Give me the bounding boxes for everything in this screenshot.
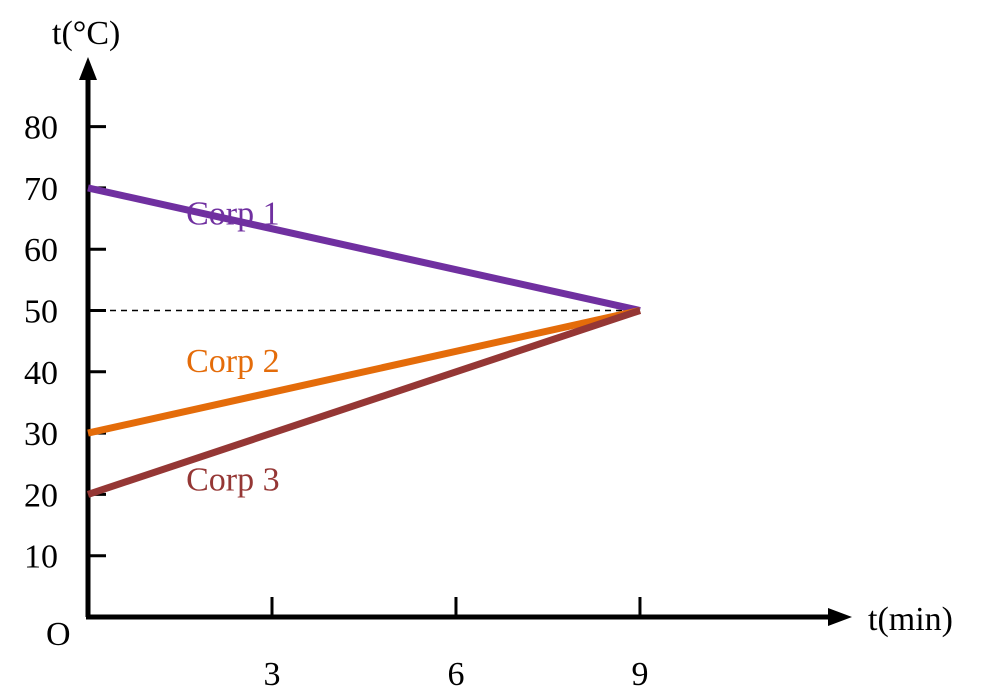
y-axis-arrowhead <box>79 57 97 80</box>
x-axis-arrowhead <box>828 608 852 626</box>
x-tick-label: 3 <box>263 656 280 693</box>
tick-layer: 10 20 30 40 50 60 70 80 3 6 9 <box>24 110 648 693</box>
series-line-corp-1 <box>87 184 641 314</box>
y-tick-label: 70 <box>24 171 58 208</box>
series-label-corp-2: Corp 2 <box>186 343 279 380</box>
y-tick-label: 60 <box>24 232 58 269</box>
series-layer: Corp 1 Corp 2 Corp 3 <box>86 184 642 499</box>
y-axis-title: t(°C) <box>52 15 120 52</box>
y-tick-label: 80 <box>24 110 58 147</box>
series-label-corp-1: Corp 1 <box>186 196 279 233</box>
y-tick-label: 20 <box>24 477 58 514</box>
x-axis-title: t(min) <box>868 601 953 638</box>
y-tick-label: 50 <box>24 294 58 331</box>
x-tick-label: 9 <box>631 656 648 693</box>
origin-label: O <box>46 616 71 653</box>
y-tick-label: 10 <box>24 539 58 576</box>
y-tick-label: 40 <box>24 355 58 392</box>
series-label-corp-3: Corp 3 <box>186 462 279 499</box>
x-tick-label: 6 <box>447 656 464 693</box>
series-line-corp-3 <box>86 307 642 498</box>
series-line-corp-2 <box>87 307 641 437</box>
y-tick-label: 30 <box>24 416 58 453</box>
axes: t(°C) t(min) O <box>46 15 953 653</box>
